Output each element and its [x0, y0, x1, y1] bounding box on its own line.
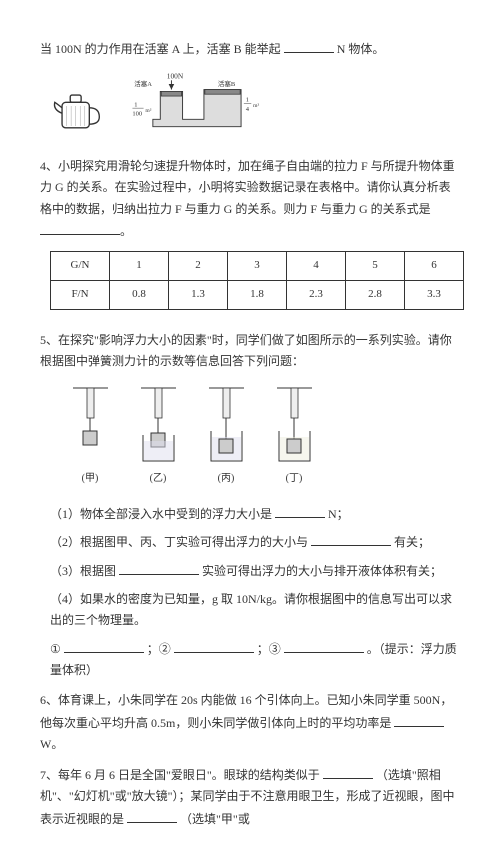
q4-text: 4、小明探究用滑轮匀速提升物体时，加在绳子自由端的拉力 F 与所提升物体重力 G… [40, 156, 460, 243]
beaker-svg-2 [131, 383, 186, 468]
q5-1: （1）物体全部浸入水中受到的浮力大小是 N； [50, 503, 460, 526]
q5-3-tail: 实验可得出浮力的大小与排开液体体积有关； [202, 564, 442, 578]
cell: 2.3 [287, 280, 346, 309]
beaker-label: (乙) [150, 470, 167, 488]
cell: 3.3 [405, 280, 464, 309]
q5-1-blank[interactable] [275, 503, 325, 518]
q6-blank[interactable] [394, 712, 444, 727]
q5-2-tail: 有关； [394, 535, 430, 549]
svg-text:1: 1 [134, 101, 137, 108]
q4-body: 4、小明探究用滑轮匀速提升物体时，加在绳子自由端的拉力 F 与所提升物体重力 G… [40, 159, 455, 216]
svg-text:100: 100 [132, 110, 142, 117]
q6: 6、体育课上，小朱同学在 20s 内能做 16 个引体向上。已知小朱同学重 50… [40, 690, 460, 756]
beaker-label: (丙) [218, 470, 235, 488]
q5-1-text: （1）物体全部浸入水中受到的浮力大小是 [50, 507, 272, 521]
svg-text:1: 1 [246, 96, 249, 103]
svg-text:m²: m² [253, 103, 259, 109]
q7-blank1[interactable] [323, 764, 373, 779]
cell: 1.3 [169, 280, 228, 309]
beaker-svg-4 [267, 383, 322, 468]
q5-2-text: （2）根据图甲、丙、丁实验可得出浮力的大小与 [50, 535, 308, 549]
table-row: F/N 0.8 1.3 1.8 2.3 2.8 3.3 [51, 280, 464, 309]
q5-3: （3）根据图 实验可得出浮力的大小与排开液体体积有关； [50, 560, 460, 583]
beaker-unit: (丁) [264, 383, 324, 488]
utube-diagram: 100N 活塞A 活塞B 1 100 m² 1 4 m² [115, 71, 265, 136]
q7: 7、每年 6 月 6 日是全国"爱眼日"。眼球的结构类似于 （选填"照相机"、"… [40, 764, 460, 831]
beaker-svg-3 [199, 383, 254, 468]
q4-table: G/N 1 2 3 4 5 6 F/N 0.8 1.3 1.8 2.3 2.8 … [50, 251, 464, 310]
q5-3-text: （3）根据图 [50, 564, 116, 578]
cell-header-f: F/N [51, 280, 110, 309]
q5-4-2: ；② [147, 642, 171, 656]
cell: 1.8 [228, 280, 287, 309]
q5-4-3: ；③ [257, 642, 281, 656]
q6-text: 6、体育课上，小朱同学在 20s 内能做 16 个引体向上。已知小朱同学重 50… [40, 693, 452, 730]
q5-2: （2）根据图甲、丙、丁实验可得出浮力的大小与 有关； [50, 531, 460, 554]
cell: 0.8 [110, 280, 169, 309]
q6-tail: W。 [40, 737, 63, 751]
q4-blank[interactable] [40, 220, 120, 235]
cell: 3 [228, 251, 287, 280]
q5-4-blank1[interactable] [64, 638, 144, 653]
cell-header-g: G/N [51, 251, 110, 280]
q3-tail: N 物体。 [337, 42, 385, 56]
q5-3-blank[interactable] [119, 560, 199, 575]
q5-4-1: ① [50, 642, 61, 656]
cell: 6 [405, 251, 464, 280]
utube-100n: 100N [167, 71, 184, 80]
q5-4-blanks: ① ；② ；③ 。（提示：浮力质量体积） [50, 638, 460, 682]
beaker-unit: (甲) [60, 383, 120, 488]
q3-intro: 当 100N 的力作用在活塞 A 上，活塞 B 能举起 [40, 42, 284, 56]
beaker-label: (丁) [286, 470, 303, 488]
svg-text:m²: m² [145, 107, 151, 113]
utube-right-label: 活塞B [218, 78, 236, 87]
q7-c: （选填"甲"或 [180, 812, 250, 826]
beaker-diagrams: (甲) (乙) (丙) (丁 [60, 383, 460, 488]
cell: 2 [169, 251, 228, 280]
q5-intro: 5、在探究"影响浮力大小的因素"时，同学们做了如图所示的一系列实验。请你根据图中… [40, 330, 460, 373]
q5-4-blank2[interactable] [174, 638, 254, 653]
q5-4-text: （4）如果水的密度为已知量，g 取 10N/kg。请你根据图中的信息写出可以求出… [50, 592, 452, 628]
beaker-svg-1 [63, 383, 118, 468]
q3-images: 100N 活塞A 活塞B 1 100 m² 1 4 m² [50, 71, 460, 136]
cell: 2.8 [346, 280, 405, 309]
q5-2-blank[interactable] [311, 531, 391, 546]
svg-text:4: 4 [246, 106, 250, 113]
utube-left-label: 活塞A [134, 78, 152, 87]
cell: 1 [110, 251, 169, 280]
q3-blank[interactable] [284, 38, 334, 53]
q3-text: 当 100N 的力作用在活塞 A 上，活塞 B 能举起 N 物体。 [40, 38, 460, 61]
cell: 4 [287, 251, 346, 280]
q5-1-tail: N； [328, 507, 349, 521]
q7-blank2[interactable] [127, 808, 177, 823]
table-row: G/N 1 2 3 4 5 6 [51, 251, 464, 280]
cell: 5 [346, 251, 405, 280]
teapot-icon [50, 86, 105, 136]
q5-4: （4）如果水的密度为已知量，g 取 10N/kg。请你根据图中的信息写出可以求出… [50, 589, 460, 632]
beaker-unit: (丙) [196, 383, 256, 488]
beaker-unit: (乙) [128, 383, 188, 488]
q5-4-blank3[interactable] [284, 638, 364, 653]
beaker-label: (甲) [82, 470, 99, 488]
q7-a: 7、每年 6 月 6 日是全国"爱眼日"。眼球的结构类似于 [40, 768, 320, 782]
